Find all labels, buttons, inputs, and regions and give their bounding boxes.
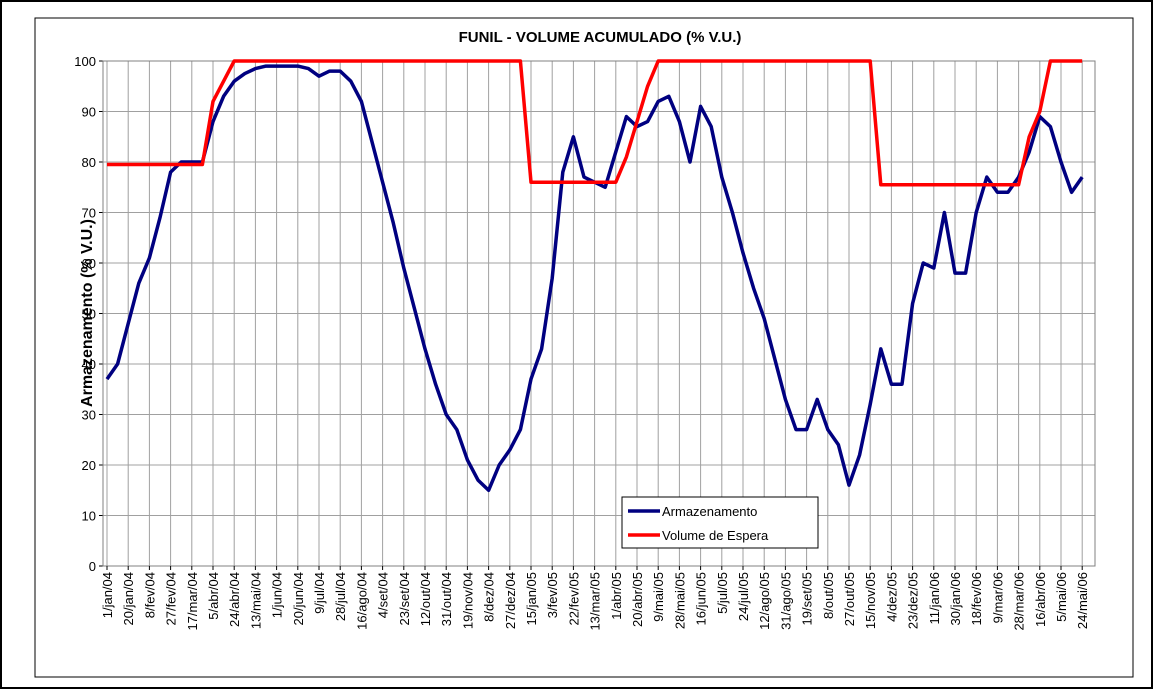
x-tick-label: 16/jun/05: [694, 572, 709, 626]
x-tick-label: 1/jun/04: [270, 572, 285, 618]
x-tick-label: 4/set/04: [376, 572, 391, 618]
x-tick-label: 27/fev/04: [164, 572, 179, 626]
x-tick-label: 20/jan/04: [121, 572, 136, 626]
y-tick-label: 50: [82, 307, 96, 322]
x-tick-label: 13/mai/04: [248, 572, 263, 629]
x-tick-label: 31/ago/05: [778, 572, 793, 630]
plot-border: [102, 60, 1096, 567]
legend-box: [621, 496, 819, 549]
x-tick-label: 15/jan/05: [524, 572, 539, 626]
x-tick-label: 31/out/04: [439, 572, 454, 626]
x-tick-label: 28/mar/06: [1012, 572, 1027, 631]
x-tick-label: 8/out/05: [821, 572, 836, 619]
x-tick-label: 16/abr/06: [1033, 572, 1048, 627]
x-tick-label: 22/fev/05: [566, 572, 581, 626]
y-tick-label: 80: [82, 155, 96, 170]
x-tick-label: 27/dez/04: [503, 572, 518, 629]
x-tick-label: 23/dez/05: [906, 572, 921, 629]
y-tick-label: 60: [82, 256, 96, 271]
x-tick-label: 16/ago/04: [354, 572, 369, 630]
x-tick-label: 27/out/05: [842, 572, 857, 626]
x-tick-label: 20/abr/05: [630, 572, 645, 627]
x-tick-label: 20/jun/04: [291, 572, 306, 626]
x-tick-label: 13/mar/05: [588, 572, 603, 631]
x-tick-label: 30/jan/06: [948, 572, 963, 626]
x-tick-label: 23/set/04: [397, 572, 412, 626]
x-tick-label: 1/jan/04: [100, 572, 115, 618]
x-tick-label: 12/out/04: [418, 572, 433, 626]
chart-title: FUNIL - VOLUME ACUMULADO (% V.U.): [459, 29, 742, 46]
y-tick-label: 30: [82, 408, 96, 423]
x-tick-label: 4/dez/05: [884, 572, 899, 622]
x-tick-label: 24/mai/06: [1075, 572, 1090, 629]
x-tick-label: 18/fev/06: [969, 572, 984, 626]
y-tick-label: 70: [82, 206, 96, 221]
y-axis-label: Armazenamento (% V.U.): [79, 219, 96, 407]
x-tick-label: 19/nov/04: [460, 572, 475, 629]
x-tick-label: 19/set/05: [800, 572, 815, 626]
y-tick-label: 20: [82, 458, 96, 473]
x-tick-label: 15/nov/05: [863, 572, 878, 629]
x-tick-label: 17/mar/04: [185, 572, 200, 631]
x-tick-label: 24/abr/04: [227, 572, 242, 627]
x-tick-label: 28/jul/04: [333, 572, 348, 621]
x-tick-label: 5/jul/05: [715, 572, 730, 614]
x-tick-label: 24/jul/05: [736, 572, 751, 621]
y-tick-label: 100: [74, 54, 96, 69]
x-tick-label: 9/jul/04: [312, 572, 327, 614]
legend-label: Armazenamento: [662, 504, 757, 519]
x-tick-label: 8/fev/04: [142, 572, 157, 618]
x-tick-label: 5/mai/06: [1054, 572, 1069, 622]
y-tick-label: 10: [82, 509, 96, 524]
x-tick-label: 9/mai/05: [651, 572, 666, 622]
y-tick-label: 0: [89, 559, 96, 574]
y-tick-label: 90: [82, 105, 96, 120]
series-line: [107, 59, 1083, 187]
y-tick-label: 40: [82, 357, 96, 372]
x-tick-label: 9/mar/06: [990, 572, 1005, 623]
x-tick-label: 1/abr/05: [609, 572, 624, 620]
x-tick-label: 12/ago/05: [757, 572, 772, 630]
x-tick-label: 5/abr/04: [206, 572, 221, 620]
x-tick-label: 11/jan/06: [927, 572, 942, 625]
x-tick-label: 28/mai/05: [672, 572, 687, 629]
x-tick-label: 8/dez/04: [482, 572, 497, 622]
legend-label: Volume de Espera: [662, 528, 769, 543]
x-tick-label: 3/fev/05: [545, 572, 560, 618]
